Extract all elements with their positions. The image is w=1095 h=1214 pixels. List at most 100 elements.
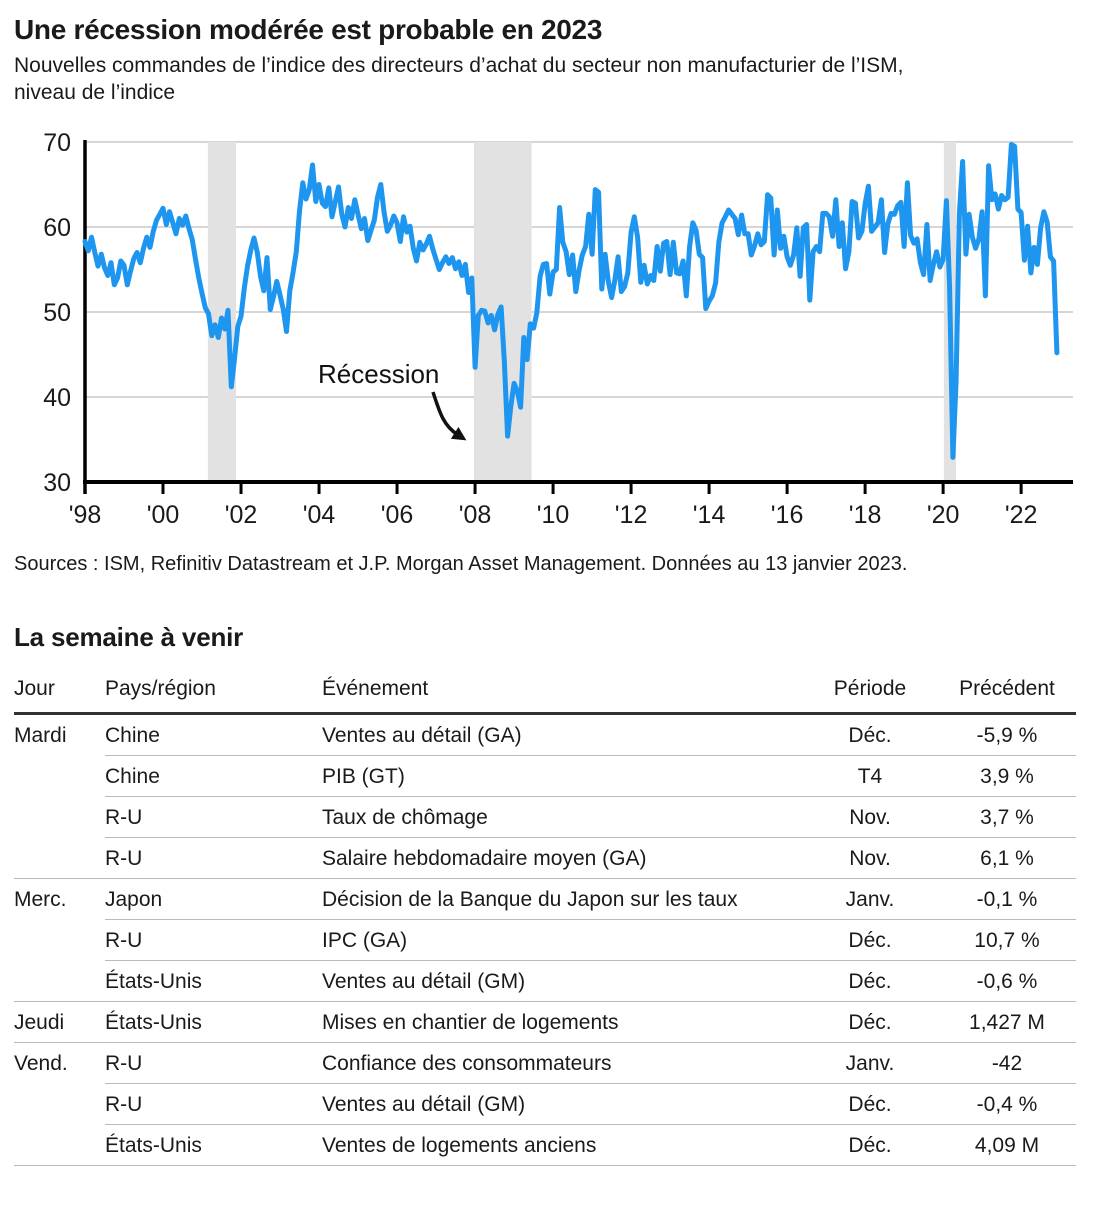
event-cell: Mises en chantier de logements: [322, 1001, 802, 1043]
previous-cell: -42: [938, 1042, 1076, 1084]
ism-new-orders-line-chart: '98 '00 '02 '04 '06 '08 '10 '12 '14 '16 '18 '20 '22 3…: [43, 130, 1073, 529]
week-ahead-table: Jour Pays/région Événement Période Précé…: [14, 677, 1076, 1166]
previous-cell: -0,4 %: [938, 1083, 1076, 1125]
day-cell: Jeudi: [14, 1001, 105, 1043]
x-tick-label: '16: [771, 501, 804, 529]
x-tick-label: '20: [927, 501, 960, 529]
period-cell: Déc.: [802, 960, 938, 1002]
period-cell: T4: [802, 755, 938, 797]
table-row: R-U Salaire hebdomadaire moyen (GA) Nov. 6,…: [14, 837, 1076, 879]
y-tick-label: 50: [43, 299, 71, 327]
event-cell: Ventes au détail (GM): [322, 1083, 802, 1125]
table-row: Merc. Japon Décision de la Banque du Japon…: [14, 878, 1076, 920]
x-tick-label: '02: [225, 501, 258, 529]
chart-subtitle-line-2: niveau de l’indice: [14, 81, 176, 104]
report-page: Une récession modérée est probable en 20…: [0, 14, 1095, 1166]
event-cell: Taux de chômage: [322, 796, 802, 838]
table-row: R-U Taux de chômage Nov. 3,7 %: [14, 796, 1076, 838]
day-cell: [14, 961, 105, 1002]
region-cell: Chine: [105, 724, 160, 747]
x-tick-label: '14: [693, 501, 726, 529]
day-cell: [14, 1084, 105, 1125]
y-tick-label: 60: [43, 214, 71, 242]
previous-cell: -0,1 %: [938, 878, 1076, 920]
previous-cell: 6,1 %: [938, 837, 1076, 879]
y-tick-label: 40: [43, 384, 71, 412]
page-title: Une récession modérée est probable en 20…: [14, 14, 603, 45]
region-cell: R-U: [105, 1042, 322, 1084]
section-title-week-ahead: La semaine à venir: [14, 622, 244, 652]
region-cell: États-Unis: [105, 960, 322, 1002]
day-cell: Merc.: [14, 878, 105, 920]
period-cell: Nov.: [802, 796, 938, 838]
period-cell: Janv.: [802, 878, 938, 920]
recession-band: [207, 142, 236, 482]
table-row: Mardi Chine Ventes au détail (GA) Déc. -5,9 …: [14, 714, 1076, 756]
day-cell: [14, 920, 105, 961]
x-tick-label: '04: [303, 501, 336, 529]
previous-cell: 3,9 %: [938, 755, 1076, 797]
region-cell: Japon: [105, 878, 322, 920]
period-cell: Déc.: [802, 1001, 938, 1043]
y-tick-label: 70: [43, 130, 71, 157]
event-cell: Ventes de logements anciens: [322, 1124, 802, 1166]
col-header-pays: Pays/région: [105, 677, 322, 715]
x-tick-label: '12: [615, 501, 648, 529]
period-cell: Nov.: [802, 837, 938, 879]
source-note: Sources : ISM, Refinitiv Datastream et J…: [14, 553, 908, 575]
period-cell: Janv.: [802, 1042, 938, 1084]
col-header-evenement: Événement: [322, 677, 802, 715]
day-cell: [14, 838, 105, 879]
table-row: États-Unis Ventes au détail (GM) Déc. -0,6 …: [14, 960, 1076, 1002]
y-tick-label: 30: [43, 469, 71, 497]
event-cell: Ventes au détail (GM): [322, 960, 802, 1002]
previous-cell: 1,427 M: [938, 1001, 1076, 1043]
event-cell: PIB (GT): [322, 755, 802, 797]
table-header-row: Jour Pays/région Événement Période Précé…: [14, 677, 1076, 715]
x-tick-label: '10: [537, 501, 570, 529]
region-cell: R-U: [105, 1083, 322, 1125]
region-cell: R-U: [105, 919, 322, 961]
previous-cell: -0,6 %: [938, 960, 1076, 1002]
recession-arrow: [431, 391, 467, 441]
period-cell: Déc.: [802, 919, 938, 961]
event-cell: Salaire hebdomadaire moyen (GA): [322, 837, 802, 879]
x-tick-label: '18: [849, 501, 882, 529]
day-cell: Mardi: [14, 724, 67, 747]
recession-annotation: Récession: [318, 359, 439, 389]
previous-cell: 3,7 %: [938, 796, 1076, 838]
x-tick-label: '08: [459, 501, 492, 529]
index-line: [82, 142, 1060, 460]
table-row: R-U IPC (GA) Déc. 10,7 %: [14, 919, 1076, 961]
x-tick-label: '06: [381, 501, 414, 529]
x-tick-label: '22: [1005, 501, 1038, 529]
event-cell: Décision de la Banque du Japon sur les t…: [322, 878, 802, 920]
col-header-periode: Période: [802, 677, 938, 715]
region-cell: R-U: [105, 837, 322, 879]
region-cell: R-U: [105, 796, 322, 838]
period-cell: Déc.: [802, 1124, 938, 1166]
event-cell: Confiance des consommateurs: [322, 1042, 802, 1084]
x-tick-label: '98: [69, 501, 102, 529]
previous-cell: 10,7 %: [938, 919, 1076, 961]
col-header-jour: Jour: [14, 677, 105, 715]
previous-cell: 4,09 M: [938, 1124, 1076, 1166]
chart-subtitle-line-1: Nouvelles commandes de l’indice des dire…: [14, 54, 904, 77]
chart-subtitle: Nouvelles commandes de l’indice des dire…: [14, 52, 1095, 106]
day-cell: [14, 797, 105, 838]
period-cell: Déc.: [802, 1083, 938, 1125]
day-cell: [14, 1124, 105, 1166]
day-cell: [14, 756, 105, 797]
region-cell: États-Unis: [105, 1124, 322, 1166]
table-row: États-Unis Ventes de logements anciens Déc…: [14, 1124, 1076, 1166]
day-cell: Vend.: [14, 1042, 105, 1084]
table-row: Jeudi États-Unis Mises en chantier de loge…: [14, 1001, 1076, 1043]
previous-cell: -5,9 %: [976, 724, 1038, 747]
region-cell: États-Unis: [105, 1001, 322, 1043]
col-header-precedent: Précédent: [938, 677, 1076, 715]
period-cell: Déc.: [848, 724, 892, 747]
event-cell: IPC (GA): [322, 919, 802, 961]
table-row: R-U Ventes au détail (GM) Déc. -0,4 %: [14, 1083, 1076, 1125]
table-row: Chine PIB (GT) T4 3,9 %: [14, 755, 1076, 797]
event-cell: Ventes au détail (GA): [322, 724, 522, 747]
